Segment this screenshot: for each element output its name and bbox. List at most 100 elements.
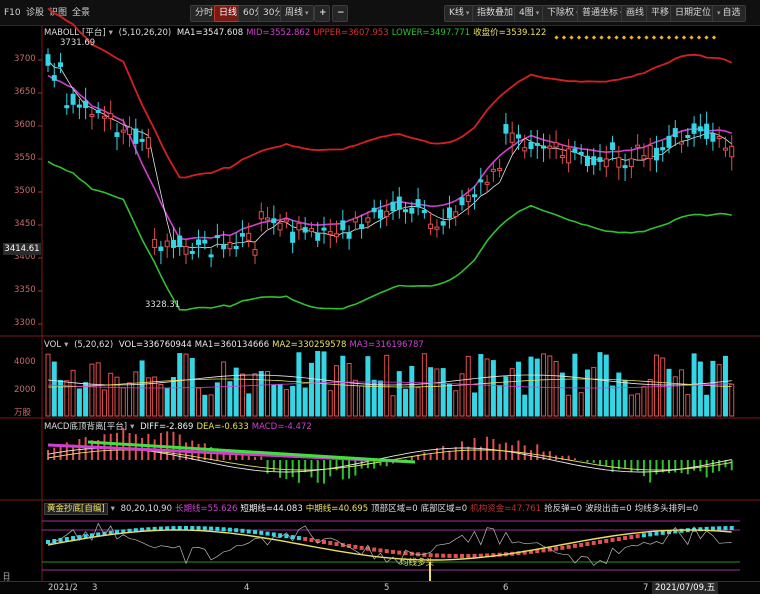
volume-bar — [616, 372, 622, 417]
volume-bar — [359, 385, 365, 417]
candle-body — [127, 126, 133, 135]
candle-body — [83, 100, 89, 109]
zoom-out-button[interactable]: − — [332, 5, 348, 22]
axis-scale-label: 普通坐标 — [582, 8, 619, 18]
mid-value: MID=3552.862 — [246, 28, 311, 38]
candle-body — [327, 231, 333, 235]
chevron-down-icon[interactable]: ▾ — [64, 340, 69, 350]
funds-value: 机构资金=47.761 — [470, 504, 542, 514]
candle-body — [70, 93, 76, 105]
watchlist-button[interactable]: ▾ 自选 — [712, 5, 746, 22]
vol-value: VOL=336760944 — [118, 340, 192, 350]
gold-block — [372, 547, 377, 552]
signal-marker — [674, 35, 679, 40]
four-chart-button[interactable]: 4图 ▾ — [514, 5, 545, 22]
chevron-down-icon[interactable]: ▾ — [110, 504, 115, 514]
chevron-down-icon[interactable]: ▾ — [108, 28, 113, 38]
period-weekly-button[interactable]: 周线 ▾ — [280, 5, 314, 22]
chevron-down-icon[interactable]: ▾ — [130, 422, 135, 432]
volume-bar — [679, 369, 685, 417]
date-locate-button[interactable]: 日期定位 — [670, 5, 717, 22]
gold-block — [315, 539, 320, 544]
vol-indicator-name[interactable]: VOL — [44, 340, 62, 350]
volume-bar — [710, 360, 716, 417]
signal-marker — [591, 35, 597, 40]
candle-body — [271, 218, 277, 224]
candle-body — [515, 134, 521, 139]
gold-block — [140, 527, 145, 532]
candle-body — [246, 232, 252, 241]
candle-body — [227, 241, 233, 250]
volume-bar — [503, 376, 509, 417]
gold-block — [660, 530, 665, 535]
gold-block — [165, 526, 170, 531]
gold-block — [209, 526, 214, 531]
signal-marker — [666, 35, 672, 40]
gold-block — [698, 527, 703, 532]
volume-bar — [196, 387, 202, 417]
four-chart-label: 4图 — [519, 8, 534, 18]
gold-block — [422, 552, 427, 557]
candle-body — [553, 142, 559, 148]
candle-body — [196, 239, 202, 245]
candle-body — [729, 145, 735, 158]
signal-marker — [651, 35, 657, 40]
gold-indicator-name[interactable]: 黄金抄底[自编] — [44, 503, 108, 515]
indicator-name[interactable]: MABOLL — [44, 28, 79, 38]
signal-marker — [681, 35, 687, 40]
volume-bar — [183, 353, 189, 417]
signal-marker — [599, 35, 604, 40]
gold-block — [384, 549, 389, 554]
chevron-down-icon: ▾ — [717, 9, 721, 17]
diagnose-button[interactable]: 诊股 — [26, 8, 45, 18]
gold-block — [190, 526, 195, 531]
index-overlay-button[interactable]: 指数叠加 — [472, 5, 519, 22]
signal-marker — [636, 35, 642, 40]
date-tick: 7 — [643, 583, 649, 593]
volume-bar — [70, 369, 76, 417]
pattern-button[interactable]: 识图 — [49, 8, 68, 18]
candle-body — [283, 219, 289, 223]
gold-block — [353, 544, 358, 549]
volume-bar — [83, 382, 89, 417]
candle-body — [114, 132, 120, 137]
candle-body — [403, 209, 409, 213]
candle-body — [145, 137, 151, 149]
vol-axis-unit: 万股 — [14, 408, 32, 418]
candle-body — [509, 132, 515, 143]
side-tab-daily[interactable]: 日线 — [2, 572, 11, 588]
upper-value: UPPER=3607.953 — [313, 28, 389, 38]
volume-bar — [334, 365, 340, 417]
gold-block — [667, 530, 671, 535]
period-weekly-label: 周线 — [285, 8, 304, 18]
signal-marker — [689, 35, 694, 40]
date-tick: 3 — [92, 583, 98, 593]
gold-block — [629, 535, 634, 540]
candle-body — [158, 246, 164, 251]
signal-marker — [621, 35, 627, 40]
volume-bar — [158, 384, 164, 417]
candle-body — [691, 123, 697, 134]
f10-button[interactable]: F10 — [4, 8, 21, 18]
volume-bar — [490, 360, 496, 417]
volume-bar — [704, 394, 710, 417]
macd-indicator-name[interactable]: MACD底顶背离[平台] — [44, 422, 128, 432]
panorama-button[interactable]: 全景 — [72, 8, 91, 18]
signal-marker — [576, 35, 582, 40]
indicator-mode[interactable]: [平台] — [82, 28, 106, 38]
candle-body — [572, 148, 578, 153]
price-axis-tick: 3700 — [14, 54, 36, 64]
volume-bar — [434, 368, 440, 417]
gold-block — [554, 546, 559, 551]
volume-bar — [214, 382, 220, 417]
gold-block — [472, 553, 477, 558]
zoom-in-button[interactable]: + — [314, 5, 330, 22]
volume-bar — [660, 357, 666, 417]
candle-body — [566, 148, 572, 164]
volume-bar — [522, 394, 528, 417]
ma-bull-value: 均线多头排列=0 — [634, 504, 699, 514]
candle-body — [528, 141, 534, 150]
candle-body — [666, 135, 672, 148]
candle-body — [453, 211, 459, 217]
